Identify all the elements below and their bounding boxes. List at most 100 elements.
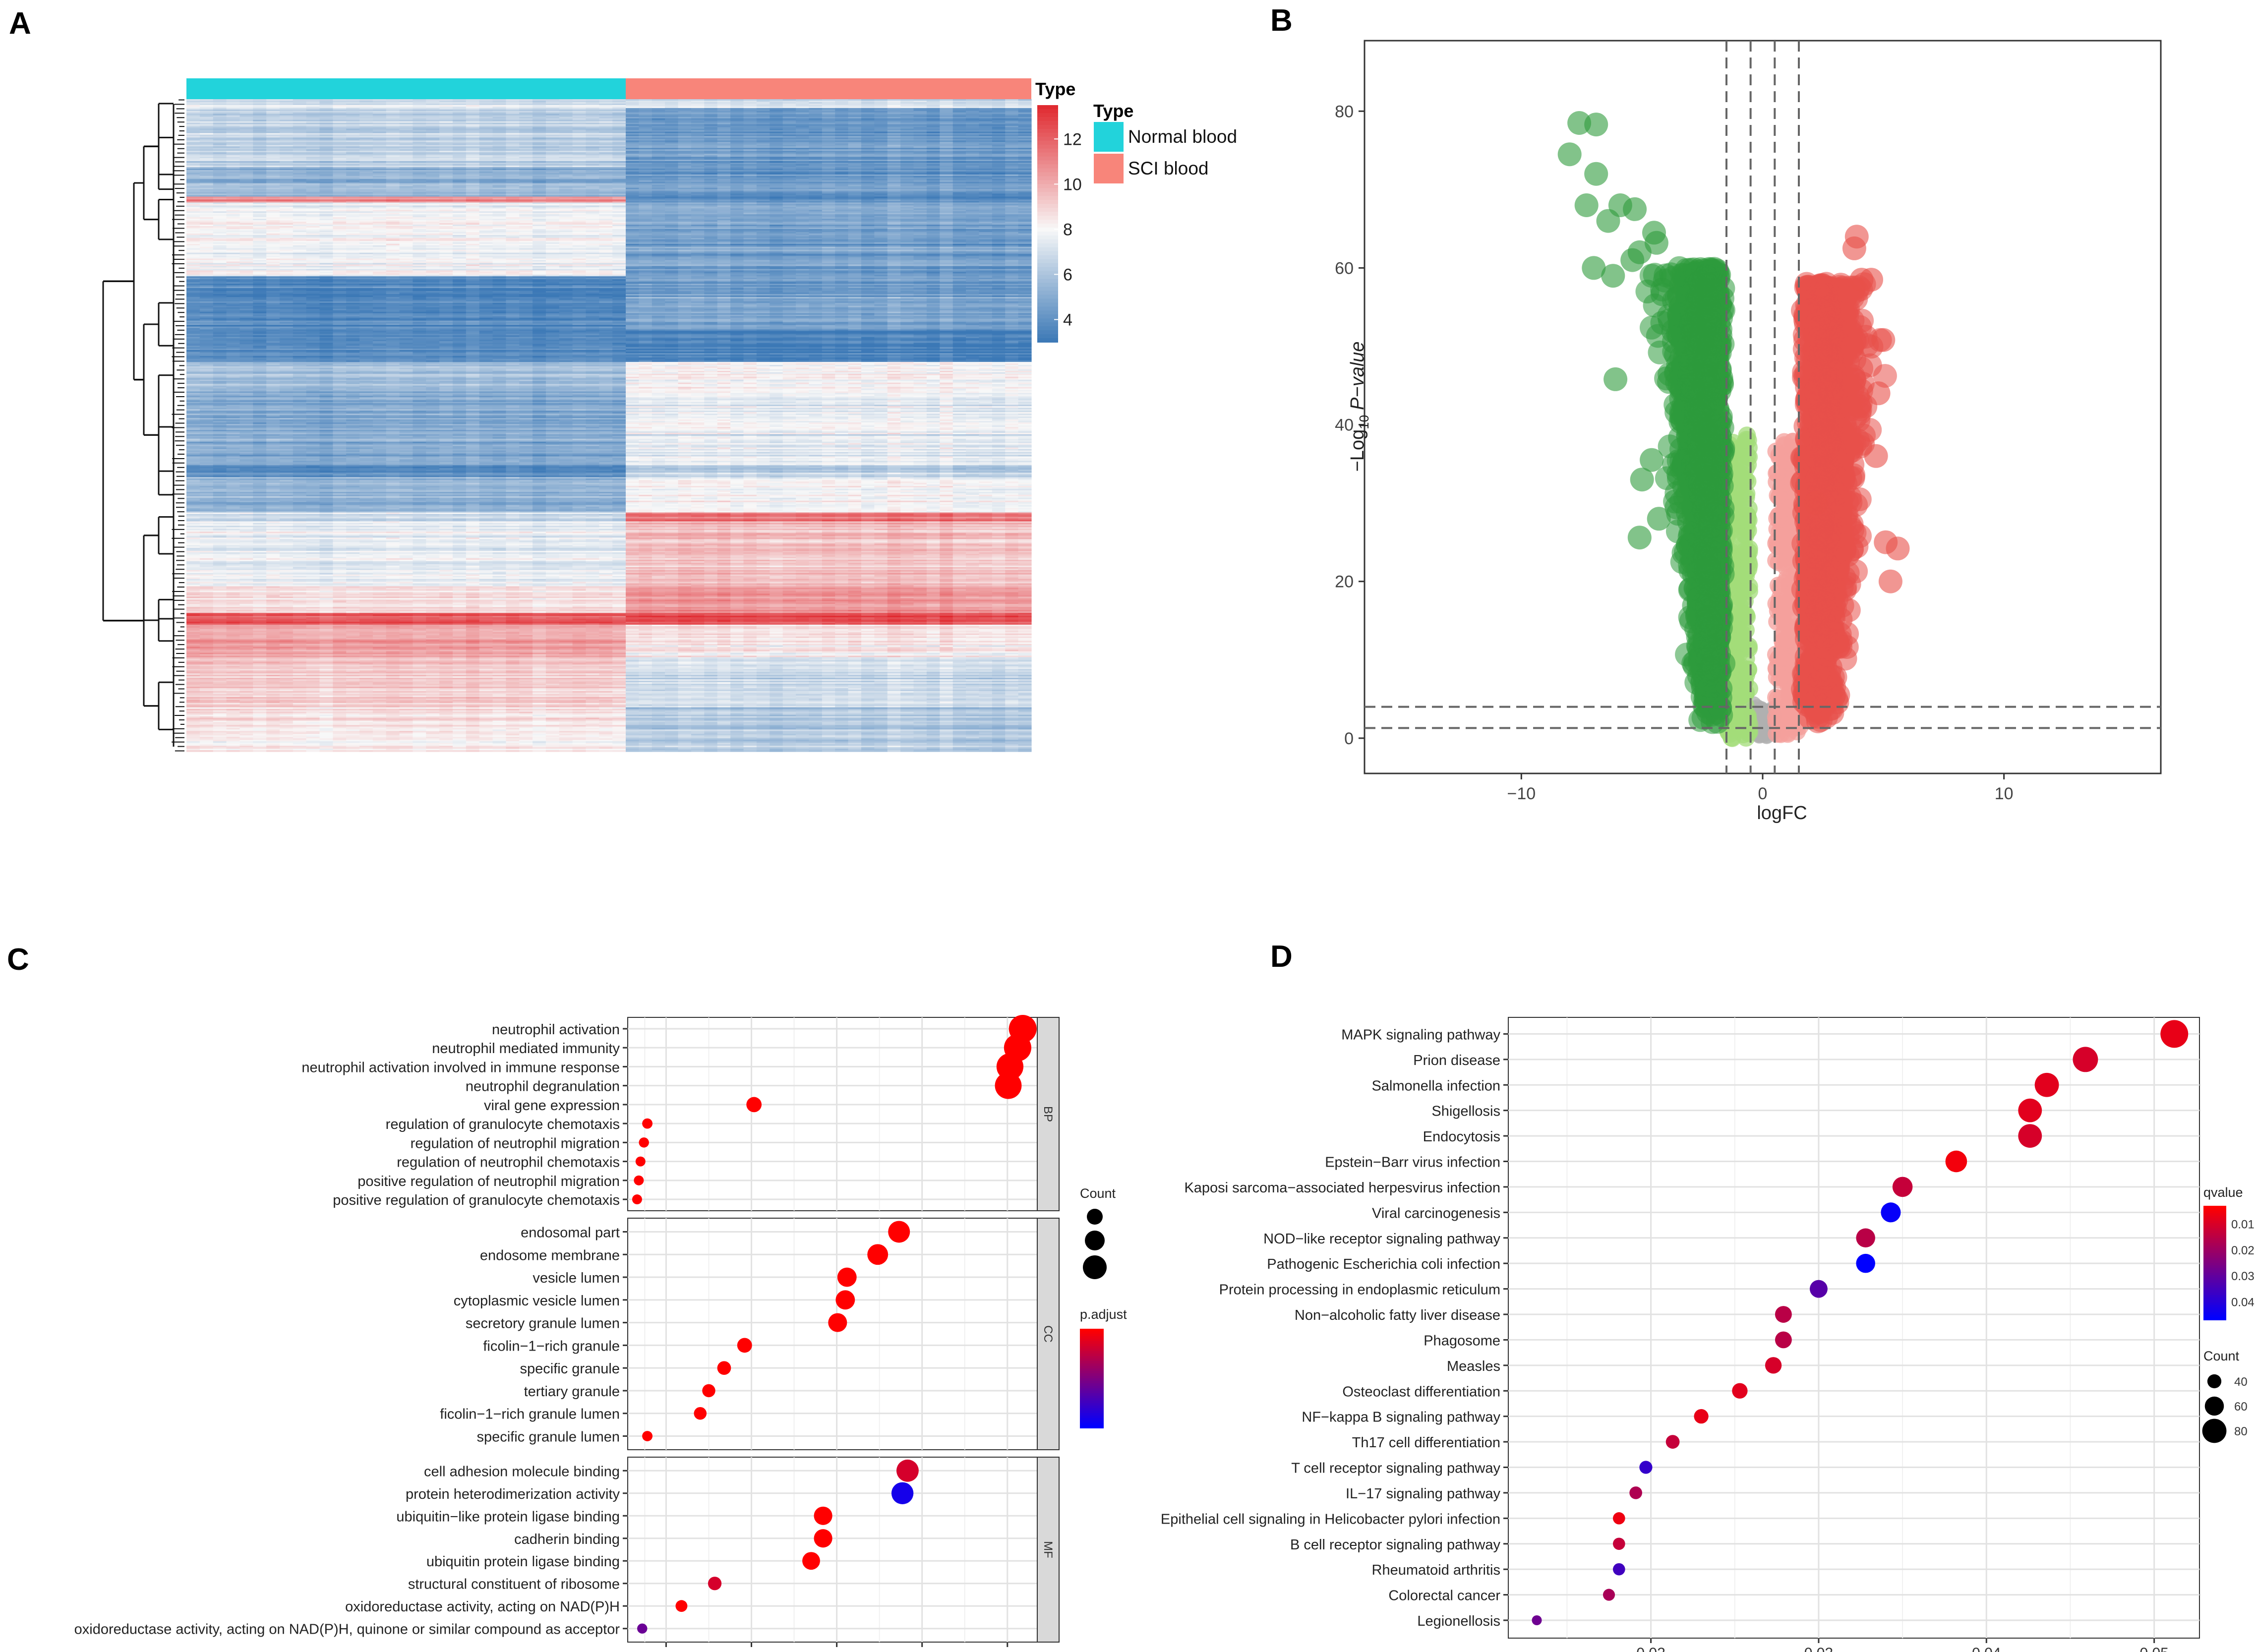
heatmap-cell [639, 127, 653, 129]
heatmap-cell [874, 99, 888, 101]
heatmap-cell [533, 127, 546, 129]
heatmap-cell [599, 117, 613, 119]
heatmap-cell [413, 139, 426, 141]
heatmap-cell [704, 109, 718, 112]
heatmap-cell [452, 163, 467, 165]
heatmap-cell [992, 160, 1006, 162]
heatmap-cell [717, 149, 731, 151]
heatmap-cell [239, 122, 253, 125]
heatmap-cell [743, 105, 757, 107]
heatmap-cell [952, 158, 966, 160]
heatmap-cell [612, 151, 626, 153]
heatmap-cell [533, 105, 546, 107]
heatmap-cell [306, 111, 320, 113]
heatmap-cell [333, 127, 347, 129]
heatmap-cell [426, 158, 440, 160]
heatmap-cell [279, 99, 294, 101]
heatmap-cell [743, 121, 757, 123]
heatmap-cell [848, 111, 862, 113]
heatmap-cell [359, 155, 373, 157]
heatmap-cell [1018, 112, 1032, 115]
heatmap-cell [239, 139, 253, 141]
heatmap-cell [887, 128, 901, 131]
heatmap-cell [253, 139, 267, 141]
heatmap-cell [293, 139, 307, 141]
heatmap-cell [809, 140, 823, 142]
heatmap-cell [599, 146, 613, 148]
heatmap-cell [730, 131, 744, 134]
heatmap-cell [966, 109, 980, 112]
heatmap-cell [306, 131, 320, 134]
heatmap-cell [979, 145, 993, 147]
heatmap-cell [213, 112, 227, 115]
heatmap-cell [652, 136, 665, 138]
heatmap-cell [835, 122, 849, 125]
heatmap-cell [372, 137, 387, 139]
heatmap-cell [492, 118, 506, 120]
heatmap-cell [519, 143, 533, 145]
heatmap-cell [796, 103, 810, 106]
heatmap-cell [559, 142, 573, 144]
heatmap-cell [533, 112, 546, 115]
heatmap-cell [266, 103, 280, 106]
heatmap-cell [782, 117, 796, 119]
heatmap-cell [399, 106, 414, 109]
heatmap-cell [665, 109, 679, 112]
heatmap-cell [691, 102, 705, 104]
heatmap-cell [952, 124, 966, 126]
heatmap-cell [306, 151, 320, 153]
heatmap-cell [691, 154, 705, 156]
heatmap-cell [678, 148, 692, 150]
heatmap-cell [992, 148, 1006, 150]
heatmap-cell [626, 163, 639, 165]
heatmap-cell [426, 112, 440, 115]
heatmap-cell [652, 134, 665, 137]
heatmap-cell [452, 137, 467, 139]
heatmap-cell [652, 100, 665, 103]
heatmap-cell [952, 117, 966, 119]
heatmap-cell [782, 131, 796, 134]
heatmap-cell [952, 131, 966, 134]
heatmap-cell [626, 102, 639, 104]
heatmap-cell [533, 124, 546, 126]
heatmap-cell [717, 142, 731, 144]
heatmap-cell [559, 149, 573, 151]
heatmap-cell [359, 121, 373, 123]
heatmap-cell [386, 140, 400, 142]
heatmap-cell [346, 114, 360, 116]
heatmap-cell [848, 146, 862, 148]
heatmap-cell [293, 117, 307, 119]
heatmap-cell [952, 103, 966, 106]
heatmap-cell [691, 160, 705, 162]
heatmap-cell [572, 124, 587, 126]
heatmap-cell [782, 130, 796, 132]
heatmap-cell [346, 105, 360, 107]
heatmap-cell [966, 115, 980, 118]
heatmap-cell [704, 106, 718, 109]
heatmap-cell [186, 127, 200, 129]
heatmap-cell [213, 133, 227, 135]
heatmap-cell [519, 158, 533, 160]
heatmap-cell [678, 142, 692, 144]
heatmap-cell [835, 160, 849, 162]
heatmap-cell [492, 149, 506, 151]
heatmap-cell [533, 157, 546, 159]
heatmap-cell [426, 139, 440, 141]
heatmap-cell [848, 137, 862, 139]
heatmap-cell [506, 133, 520, 135]
heatmap-cell [782, 140, 796, 142]
heatmap-cell [519, 125, 533, 128]
heatmap-cell [586, 119, 599, 122]
heatmap-cell [704, 114, 718, 116]
heatmap-cell [612, 143, 626, 145]
heatmap-cell [306, 134, 320, 137]
heatmap-cell [199, 134, 214, 137]
heatmap-cell [359, 136, 373, 138]
heatmap-cell [492, 148, 506, 150]
heatmap-cell [809, 106, 823, 109]
heatmap-cell [1005, 152, 1019, 154]
heatmap-cell [293, 128, 307, 131]
heatmap-cell [266, 130, 280, 132]
heatmap-cell [266, 102, 280, 104]
